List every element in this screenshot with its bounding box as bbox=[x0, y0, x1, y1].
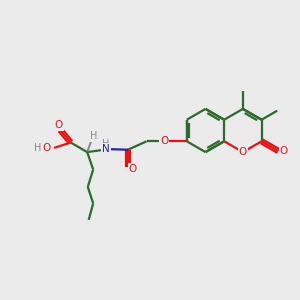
Text: H: H bbox=[102, 139, 110, 149]
Text: H: H bbox=[34, 143, 41, 153]
Text: N: N bbox=[102, 144, 110, 154]
Text: O: O bbox=[128, 164, 136, 174]
Text: O: O bbox=[160, 136, 168, 146]
Text: H: H bbox=[89, 131, 97, 141]
Text: O: O bbox=[55, 120, 63, 130]
Text: O: O bbox=[43, 143, 51, 153]
Text: O: O bbox=[239, 147, 247, 157]
Text: O: O bbox=[280, 146, 288, 156]
